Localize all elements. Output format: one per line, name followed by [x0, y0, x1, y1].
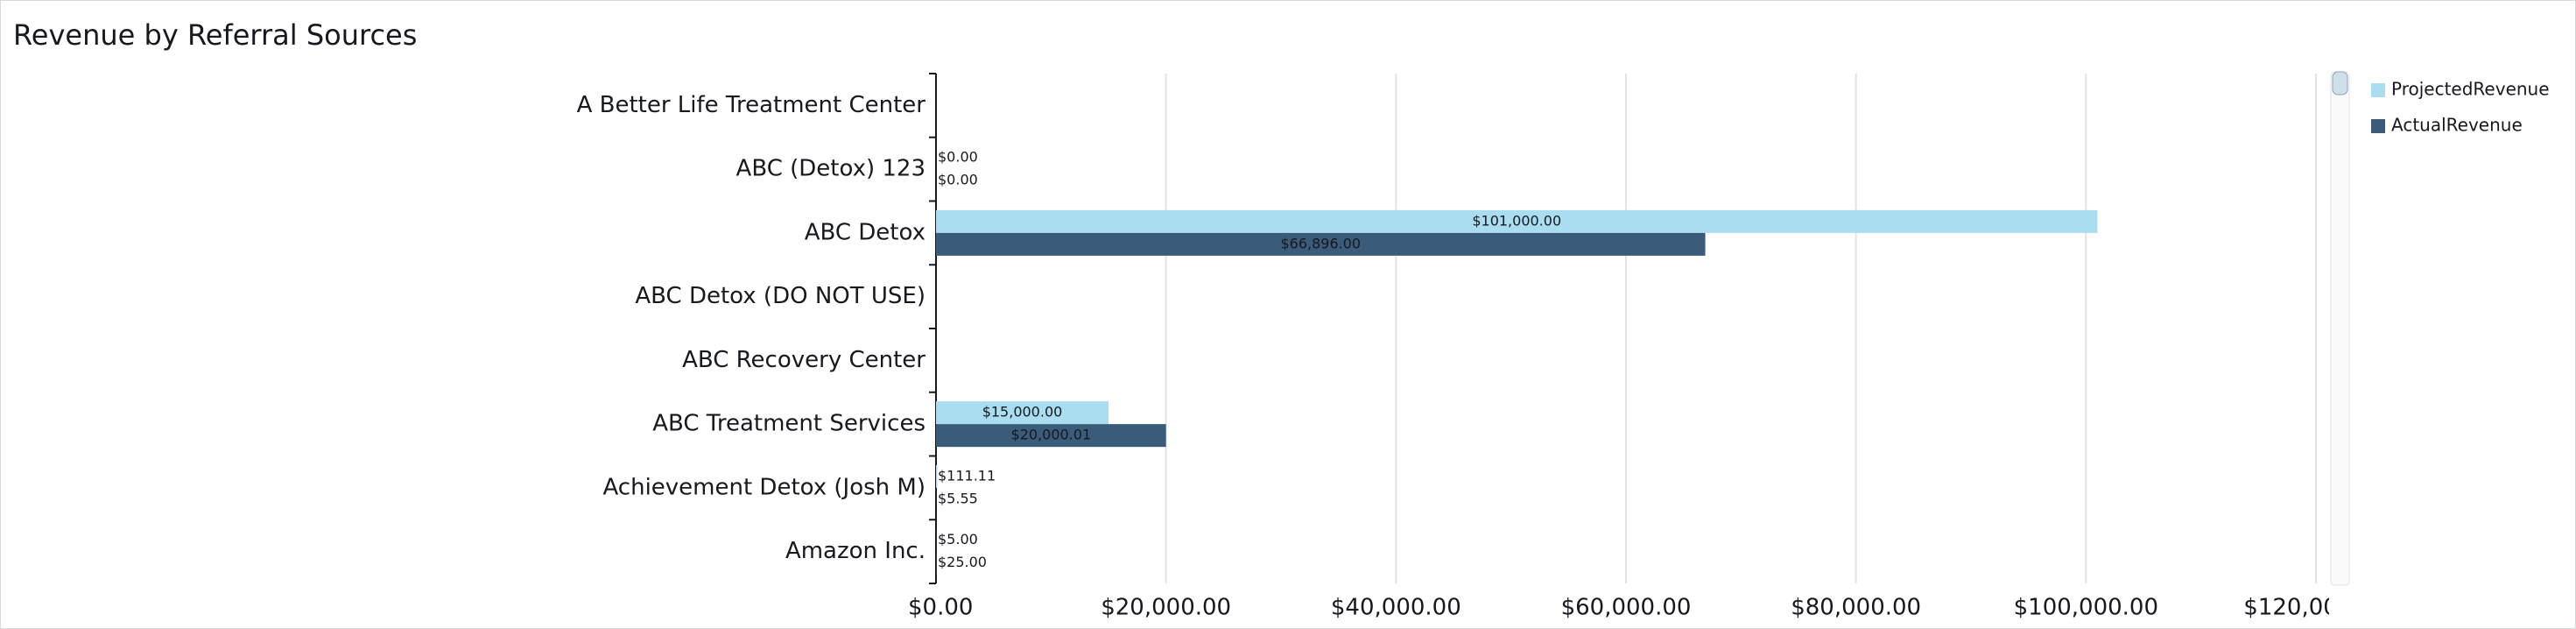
- legend-swatch: [2371, 83, 2385, 97]
- bar: [936, 464, 938, 488]
- bar: [936, 209, 2098, 233]
- x-tick-label: $120,000.00: [2243, 595, 2388, 621]
- value-label: $25.00: [938, 554, 987, 570]
- scrollbar[interactable]: [2330, 71, 2350, 586]
- chart-title: Revenue by Referral Sources: [13, 18, 417, 52]
- y-tick-label: ABC Detox (DO NOT USE): [635, 283, 926, 309]
- legend-label: ActualRevenue: [2391, 115, 2523, 136]
- y-tick-label: ABC Recovery Center: [682, 347, 926, 373]
- value-label: $15,000.00: [982, 404, 1063, 421]
- value-label: $20,000.01: [1011, 427, 1092, 443]
- bar: [936, 232, 1706, 256]
- y-tick-label: Achievement Detox (Josh M): [602, 474, 926, 500]
- value-label: $0.00: [938, 149, 978, 166]
- value-label: $111.11: [938, 467, 996, 484]
- y-tick-label: ABC Treatment Services: [652, 411, 926, 437]
- x-tick-label: $100,000.00: [2014, 595, 2158, 621]
- y-tick-label: Amazon Inc.: [785, 538, 926, 564]
- value-label: $5.55: [938, 490, 978, 506]
- value-label: $5.00: [938, 531, 978, 548]
- value-label: $66,896.00: [1280, 235, 1361, 251]
- y-tick-label: ABC Detox: [805, 219, 926, 245]
- y-tick-label: A Better Life Treatment Center: [577, 92, 926, 118]
- bar: [936, 401, 1109, 425]
- value-label: $101,000.00: [1472, 212, 1561, 229]
- legend-swatch: [2371, 119, 2385, 133]
- x-tick-label: $60,000.00: [1561, 595, 1692, 621]
- y-tick-label: ABC (Detox) 123: [736, 156, 926, 182]
- x-tick-label: $20,000.00: [1101, 595, 1231, 621]
- scrollbar-thumb[interactable]: [2332, 71, 2348, 95]
- x-tick-label: $0.00: [908, 595, 973, 621]
- x-tick-label: $80,000.00: [1791, 595, 1921, 621]
- value-label: $0.00: [938, 172, 978, 188]
- bar: [936, 424, 1166, 448]
- legend-label: ProjectedRevenue: [2391, 79, 2550, 100]
- x-tick-label: $40,000.00: [1331, 595, 1461, 621]
